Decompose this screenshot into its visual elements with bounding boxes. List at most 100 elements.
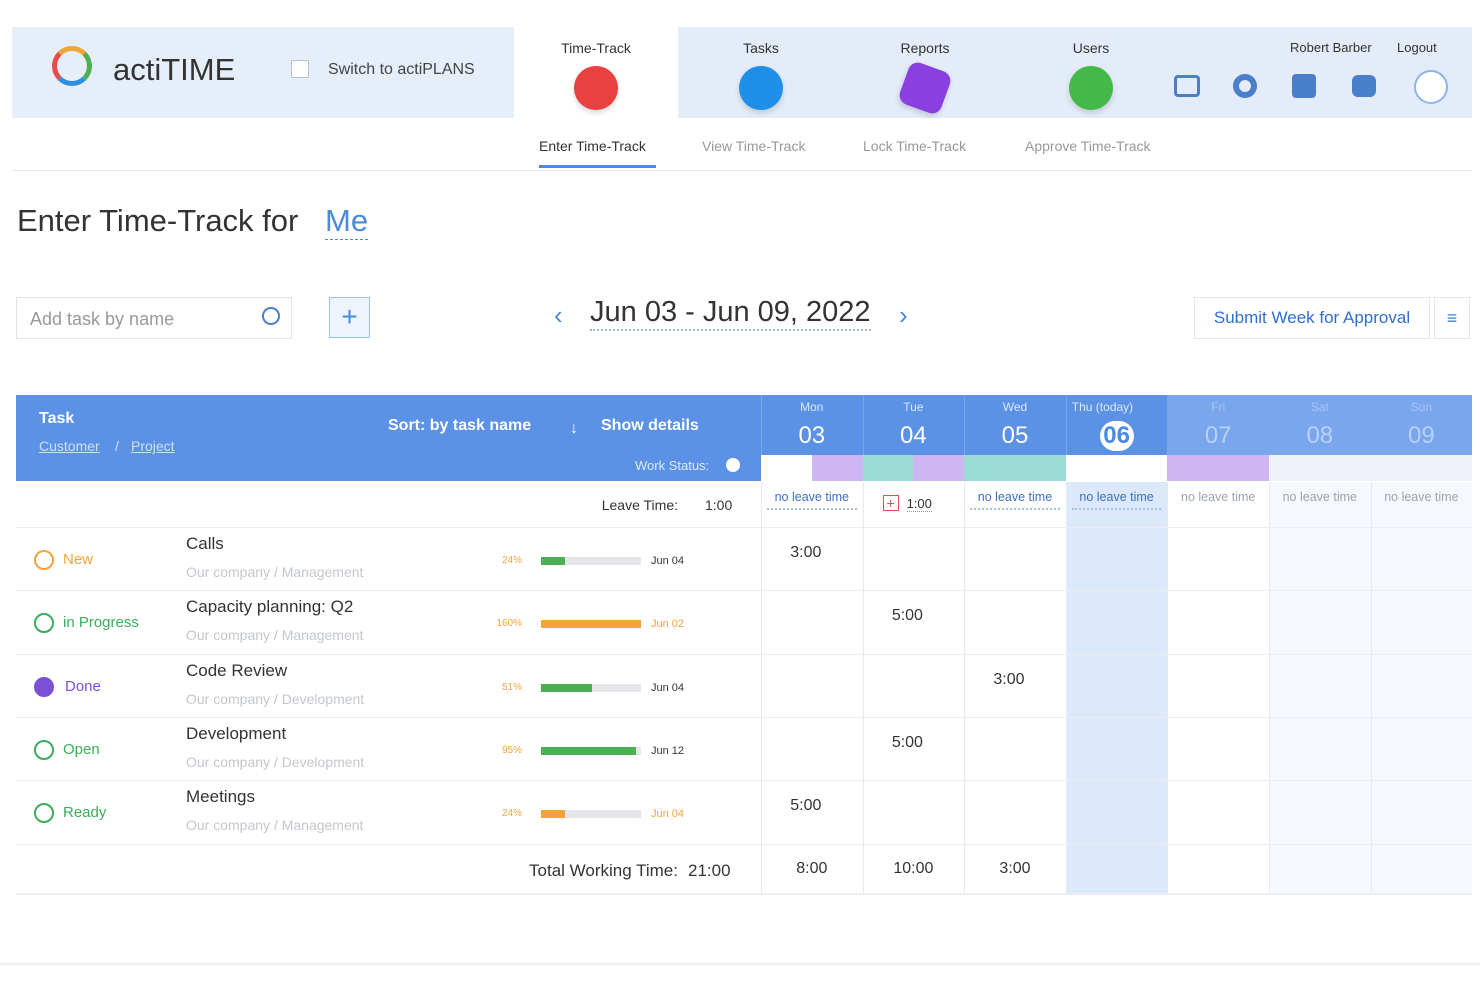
search-icon[interactable] [262, 307, 280, 325]
nav-tab[interactable]: Users [1072, 40, 1110, 56]
project-header[interactable]: Project [131, 438, 175, 454]
progress-bar [541, 620, 641, 629]
work-status [964, 455, 1015, 481]
row-divider [16, 653, 1472, 655]
total-value: 21:00 [688, 860, 731, 880]
day-of-week: Wed [1002, 400, 1028, 414]
progress-track [541, 810, 641, 819]
status-dropdown[interactable]: Ready [63, 804, 107, 822]
user-name[interactable]: Robert Barber [1290, 40, 1372, 55]
subnav-tab[interactable]: Lock Time-Track [863, 138, 966, 154]
status-dropdown[interactable]: Open [63, 740, 100, 758]
user-select[interactable]: Me [325, 203, 369, 240]
leave-time[interactable]: no leave time [1282, 490, 1357, 504]
day-number[interactable]: 06 [1099, 421, 1134, 451]
settings-icon[interactable] [1233, 74, 1257, 98]
submit-button[interactable]: Submit Week for Approval [1194, 297, 1430, 339]
day-number[interactable]: 03 [798, 422, 826, 449]
nav-tab[interactable]: Tasks [743, 40, 779, 56]
work-status [862, 455, 914, 481]
work-status [1116, 455, 1168, 481]
date-range[interactable]: Jun 03 - Jun 09, 2022 [590, 296, 871, 331]
day-number[interactable]: 07 [1204, 422, 1232, 449]
subnav-underline [539, 165, 656, 168]
calendar-icon[interactable] [1174, 75, 1200, 97]
logout[interactable]: Logout [1397, 40, 1437, 55]
progress-track [541, 683, 641, 692]
nav-icon [739, 66, 783, 110]
leave-label: Leave Time: [601, 497, 678, 513]
show-details[interactable]: Show details [601, 417, 699, 434]
leave-total: 1:00 [705, 497, 733, 513]
info-icon[interactable] [726, 458, 740, 472]
leave-time[interactable]: 1:00 [906, 496, 932, 512]
day-of-week: Fri [1211, 400, 1226, 414]
status-dropdown[interactable]: in Progress [63, 614, 139, 632]
tips-icon[interactable] [1414, 70, 1448, 104]
subnav-tab[interactable]: View Time-Track [702, 138, 806, 154]
task-name[interactable]: Calls [186, 534, 224, 553]
prev-week[interactable]: ‹ [554, 300, 563, 330]
row-divider [16, 893, 1472, 895]
search-box[interactable] [16, 297, 292, 339]
task-path: Our company / Management [186, 817, 364, 834]
day-of-week: Mon [800, 400, 824, 414]
task-path: Our company / Management [186, 627, 364, 644]
nav-tab[interactable]: Time-Track [561, 40, 631, 56]
help-icon[interactable] [1352, 75, 1376, 97]
day-column [1269, 482, 1371, 893]
row-divider [16, 843, 1472, 845]
task-name[interactable]: Development [186, 723, 287, 743]
day-of-week: Sat [1310, 400, 1329, 414]
logo[interactable]: actiTIME [113, 52, 236, 87]
time-cell[interactable]: 5:00 [891, 607, 923, 625]
progress-track [541, 620, 641, 629]
leave-add[interactable]: + [882, 495, 899, 511]
day-number[interactable]: 04 [900, 422, 927, 449]
switch-link[interactable]: Switch to actiPLANS [328, 61, 475, 78]
leave-time[interactable]: no leave time [970, 490, 1060, 510]
subnav-tab[interactable]: Enter Time-Track [539, 138, 646, 154]
day-number[interactable]: 05 [1001, 422, 1029, 449]
day-column [964, 482, 1066, 893]
time-cell[interactable]: 3:00 [790, 544, 822, 561]
next-week[interactable]: › [899, 300, 908, 330]
menu-button[interactable]: ≡ [1434, 297, 1470, 339]
leave-time[interactable]: no leave time [1071, 490, 1162, 510]
due-date: Jun 04 [651, 808, 685, 821]
sort-control[interactable]: Sort: by task name [388, 417, 532, 434]
day-column [761, 482, 863, 893]
day-total: 8:00 [796, 859, 828, 877]
leave-time[interactable]: no leave time [1181, 490, 1256, 504]
task-name[interactable]: Meetings [186, 787, 255, 807]
status-dropdown[interactable]: New [63, 551, 94, 568]
task-name[interactable]: Code Review [186, 660, 288, 680]
leave-time[interactable]: no leave time [1384, 490, 1459, 504]
due-date: Jun 04 [651, 681, 685, 694]
day-number[interactable]: 09 [1408, 422, 1435, 449]
task-name[interactable]: Capacity planning: Q2 [186, 597, 354, 617]
work-status [1015, 455, 1066, 481]
add-task-button[interactable]: + [329, 297, 370, 338]
leave-time[interactable]: no leave time [767, 490, 857, 510]
addons-icon[interactable] [1292, 74, 1316, 98]
progress-track [541, 746, 641, 755]
day-header [964, 395, 1066, 455]
work-status [1421, 455, 1473, 481]
customer-header[interactable]: Customer [39, 438, 100, 454]
sort-arrow[interactable]: ↓ [570, 420, 578, 437]
time-cell[interactable]: 5:00 [790, 797, 822, 815]
nav-tab[interactable]: Reports [900, 40, 950, 56]
time-cell[interactable]: 3:00 [993, 670, 1025, 688]
progress-bar [541, 746, 636, 755]
row-divider [16, 590, 1472, 592]
row-divider [16, 780, 1472, 782]
time-cell[interactable]: 5:00 [891, 733, 923, 751]
status-dropdown[interactable]: Done [65, 677, 101, 695]
work-status [1218, 455, 1269, 481]
divider [12, 170, 1472, 171]
subnav-tab[interactable]: Approve Time-Track [1025, 138, 1151, 154]
work-status [761, 455, 812, 481]
day-number[interactable]: 08 [1306, 422, 1334, 449]
day-total: 10:00 [893, 859, 934, 877]
